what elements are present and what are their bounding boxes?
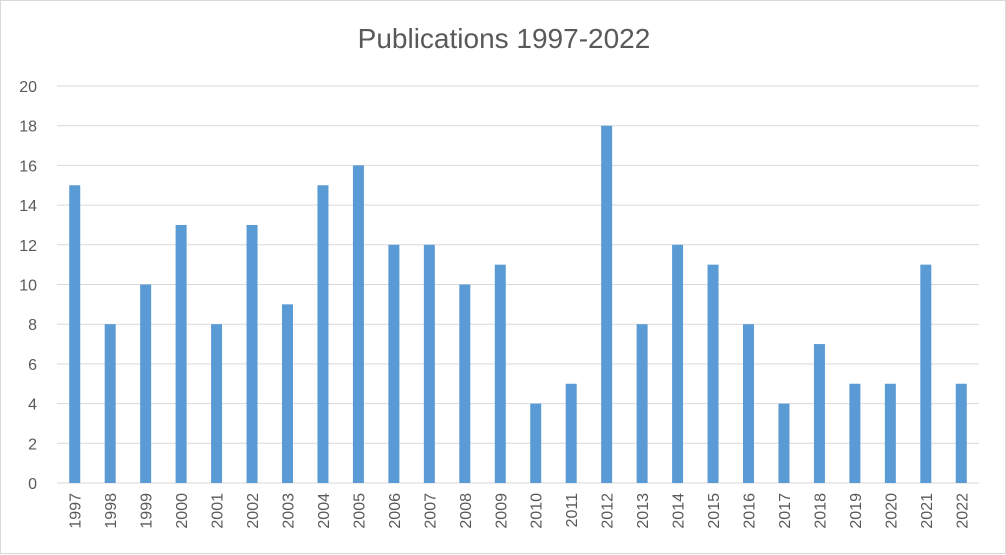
x-tick-label: 2022 bbox=[954, 493, 971, 529]
bar-2010 bbox=[530, 403, 542, 483]
bar-2020 bbox=[884, 383, 896, 483]
bar-2009 bbox=[494, 264, 506, 483]
x-tick-label: 2004 bbox=[316, 493, 333, 529]
bar-2016 bbox=[743, 324, 754, 483]
bar-2008 bbox=[459, 284, 471, 483]
y-axis-tick-labels: 0 2 4 6 8 10 12 14 16 18 20 bbox=[19, 79, 37, 493]
x-tick-label: 1999 bbox=[139, 493, 156, 529]
bar-1997 bbox=[69, 185, 81, 483]
bar-2007 bbox=[423, 244, 435, 483]
bar-2018 bbox=[813, 344, 825, 483]
x-tick-label: 2008 bbox=[458, 493, 475, 529]
x-tick-label: 1997 bbox=[68, 493, 85, 529]
x-tick-label: 2009 bbox=[493, 493, 510, 529]
bar-2004 bbox=[317, 185, 329, 483]
x-tick-label: 2007 bbox=[422, 493, 439, 529]
x-tick-label: 2012 bbox=[600, 493, 617, 529]
y-tick-label: 14 bbox=[19, 198, 37, 215]
bar-2000 bbox=[175, 224, 187, 483]
x-tick-label: 2016 bbox=[742, 493, 759, 529]
x-tick-label: 2010 bbox=[529, 493, 546, 529]
bar-2021 bbox=[920, 264, 932, 483]
chart-title: Publications 1997-2022 bbox=[358, 23, 651, 54]
bar-2015 bbox=[707, 264, 719, 483]
y-tick-label: 6 bbox=[28, 357, 37, 374]
y-tick-label: 4 bbox=[28, 397, 37, 414]
bar-1998 bbox=[104, 324, 116, 483]
bars bbox=[69, 125, 967, 483]
x-tick-label: 2018 bbox=[812, 493, 829, 529]
gridlines bbox=[57, 85, 979, 484]
bar-2013 bbox=[636, 324, 648, 483]
bar-2022 bbox=[955, 383, 967, 483]
y-tick-label: 10 bbox=[19, 278, 37, 295]
x-tick-label: 2001 bbox=[210, 493, 227, 529]
bar-2011 bbox=[565, 383, 577, 483]
y-tick-label: 20 bbox=[19, 79, 37, 96]
y-tick-label: 18 bbox=[19, 119, 37, 136]
x-tick-label: 2000 bbox=[174, 493, 191, 529]
y-tick-label: 16 bbox=[19, 158, 37, 175]
x-tick-label: 2011 bbox=[564, 493, 581, 528]
x-tick-label: 2014 bbox=[671, 493, 688, 529]
x-tick-label: 1998 bbox=[103, 493, 120, 529]
x-tick-label: 2015 bbox=[706, 493, 723, 529]
x-tick-label: 2005 bbox=[351, 493, 368, 529]
y-tick-label: 0 bbox=[28, 476, 37, 493]
bar-2014 bbox=[672, 244, 684, 483]
bar-2017 bbox=[778, 403, 790, 483]
bar-2006 bbox=[388, 244, 400, 483]
y-tick-label: 2 bbox=[28, 436, 37, 453]
x-tick-label: 2019 bbox=[848, 493, 865, 529]
bar-2005 bbox=[352, 165, 364, 483]
x-tick-label: 2003 bbox=[281, 493, 298, 529]
x-tick-label: 2017 bbox=[777, 493, 794, 529]
x-tick-label: 2002 bbox=[245, 493, 262, 529]
bar-1999 bbox=[140, 284, 152, 483]
bar-2019 bbox=[849, 383, 861, 483]
x-axis-tick-labels: 1997 1998 1999 2000 2001 2002 2003 2004 2005 2006… bbox=[68, 493, 972, 529]
x-tick-label: 2021 bbox=[919, 493, 936, 529]
y-tick-label: 8 bbox=[28, 317, 37, 334]
x-tick-label: 2013 bbox=[635, 493, 652, 529]
bar-2003 bbox=[282, 304, 293, 483]
x-tick-label: 2006 bbox=[387, 493, 404, 529]
y-tick-label: 12 bbox=[19, 238, 37, 255]
bar-2012 bbox=[601, 125, 613, 483]
x-tick-label: 2020 bbox=[883, 493, 900, 529]
bar-2001 bbox=[211, 324, 223, 483]
bar-2002 bbox=[246, 224, 258, 483]
